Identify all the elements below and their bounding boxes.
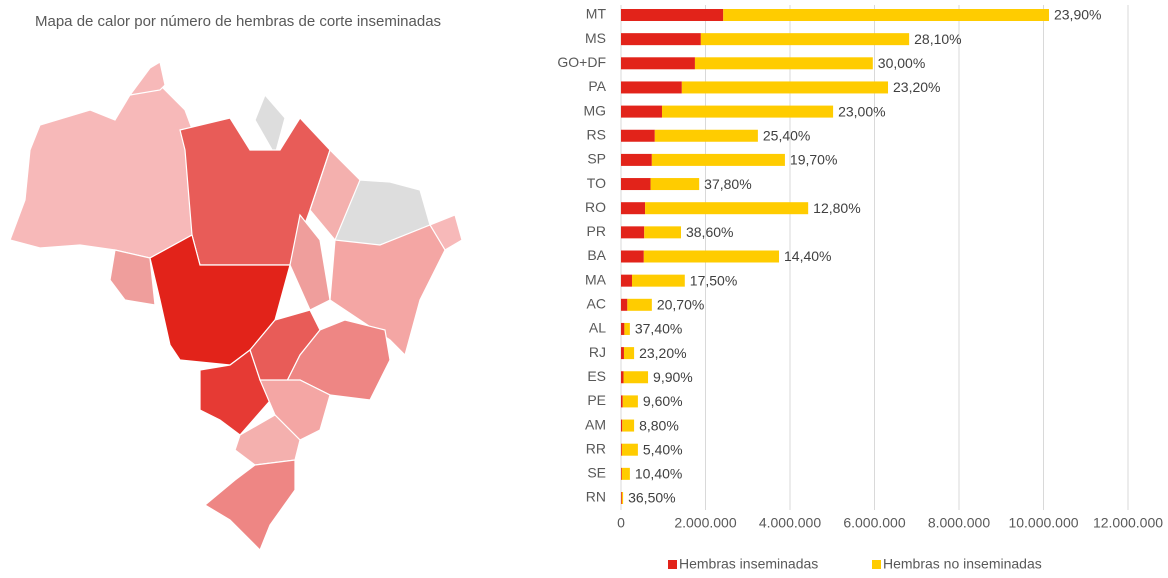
y-tick-label: AC xyxy=(587,296,606,312)
bar-segment xyxy=(622,419,635,432)
bar-label: 23,20% xyxy=(639,345,686,361)
y-tick-label: RJ xyxy=(589,344,606,360)
bar-segment xyxy=(621,81,682,94)
bar-segment xyxy=(654,129,758,142)
bar-label: 9,90% xyxy=(653,369,693,385)
map-title: Mapa de calor por número de hembras de c… xyxy=(35,13,441,30)
bar-segment xyxy=(621,443,638,456)
bar-segment xyxy=(621,9,724,21)
y-tick-label: SP xyxy=(587,151,606,167)
bar-label: 20,70% xyxy=(657,297,704,313)
y-tick-label: MT xyxy=(586,6,607,22)
y-tick-label: RN xyxy=(586,489,606,505)
legend-swatch xyxy=(872,560,881,569)
x-tick-label: 4.000.000 xyxy=(759,515,821,531)
bar-label: 36,50% xyxy=(628,490,675,506)
bar-segment xyxy=(621,492,624,504)
y-tick-label: AL xyxy=(589,320,606,336)
bar-segment xyxy=(694,57,873,70)
bar-segment xyxy=(651,153,785,166)
bar-label: 9,60% xyxy=(643,393,683,409)
bar-segment xyxy=(621,467,630,480)
bar-segment xyxy=(681,81,889,94)
y-tick-label: PE xyxy=(587,392,606,408)
bar-segment xyxy=(644,226,681,239)
bar-label: 23,90% xyxy=(1054,7,1101,23)
bar-label: 19,70% xyxy=(790,152,837,168)
bar-segment xyxy=(631,274,685,287)
y-tick-label: MA xyxy=(585,271,607,287)
y-tick-label: PA xyxy=(588,78,606,94)
y-tick-label: MS xyxy=(585,30,606,46)
legend-label: Hembras inseminadas xyxy=(679,556,818,572)
bar-label: 23,20% xyxy=(893,79,940,95)
bar-segment xyxy=(643,250,780,263)
bar-segment xyxy=(621,467,622,480)
bar-segment xyxy=(621,226,645,239)
bar-label: 25,40% xyxy=(763,127,810,143)
bar-label: 10,40% xyxy=(635,466,682,482)
y-tick-label: BA xyxy=(587,247,606,263)
bar-segment xyxy=(621,443,622,456)
bar-segment xyxy=(621,57,695,70)
bar-segment xyxy=(661,105,834,118)
x-tick-label: 10.000.000 xyxy=(1008,515,1078,531)
bar-segment xyxy=(723,9,1049,21)
x-tick-label: 2.000.000 xyxy=(674,515,736,531)
bar-label: 5,40% xyxy=(643,441,683,457)
x-tick-label: 8.000.000 xyxy=(928,515,990,531)
x-tick-label: 6.000.000 xyxy=(843,515,905,531)
y-tick-label: PR xyxy=(587,223,606,239)
bar-segment xyxy=(627,298,652,311)
bar-segment xyxy=(650,178,700,191)
map xyxy=(9,61,463,552)
x-tick-label: 0 xyxy=(617,515,625,531)
y-tick-label: TO xyxy=(587,175,606,191)
bar-segment xyxy=(700,33,910,46)
bar-label: 37,80% xyxy=(704,176,751,192)
bar-label: 14,40% xyxy=(784,248,831,264)
bar-segment xyxy=(624,322,630,335)
bar-label: 30,00% xyxy=(878,55,925,71)
legend-label: Hembras no inseminadas xyxy=(883,556,1042,572)
bar-segment xyxy=(623,371,649,384)
bar-label: 23,00% xyxy=(838,103,885,119)
y-tick-label: AM xyxy=(585,416,606,432)
x-tick-label: 12.000.000 xyxy=(1093,515,1163,531)
bar-segment xyxy=(621,153,652,166)
bar-segment xyxy=(621,298,628,311)
y-tick-label: ES xyxy=(587,368,606,384)
bar-segment xyxy=(622,395,638,408)
bar-segment xyxy=(621,274,632,287)
bar-label: 38,60% xyxy=(686,224,733,240)
bar-segment xyxy=(621,492,622,504)
bar-segment xyxy=(621,202,646,215)
bar-segment xyxy=(621,322,625,335)
bar-segment xyxy=(645,202,809,215)
bar-segment xyxy=(621,33,701,46)
bar-label: 12,80% xyxy=(813,200,860,216)
y-tick-label: SE xyxy=(587,465,606,481)
y-tick-label: RR xyxy=(586,440,606,456)
y-tick-label: RO xyxy=(585,199,606,215)
bar-segment xyxy=(623,347,635,360)
bar-label: 28,10% xyxy=(914,31,961,47)
legend-swatch xyxy=(668,560,677,569)
bar-segment xyxy=(621,105,662,118)
y-tick-label: MG xyxy=(583,102,606,118)
bar-segment xyxy=(621,178,651,191)
bar-segment xyxy=(621,129,655,142)
bar-label: 37,40% xyxy=(635,321,682,337)
bar-segment xyxy=(621,250,644,263)
bar-segment xyxy=(621,419,623,432)
y-tick-label: RS xyxy=(587,126,606,142)
bar-label: 8,80% xyxy=(639,417,679,433)
bar-label: 17,50% xyxy=(690,272,737,288)
bar-segment xyxy=(621,371,624,384)
bar-segment xyxy=(621,347,624,360)
bar-segment xyxy=(621,395,623,408)
y-tick-label: GO+DF xyxy=(557,54,606,70)
